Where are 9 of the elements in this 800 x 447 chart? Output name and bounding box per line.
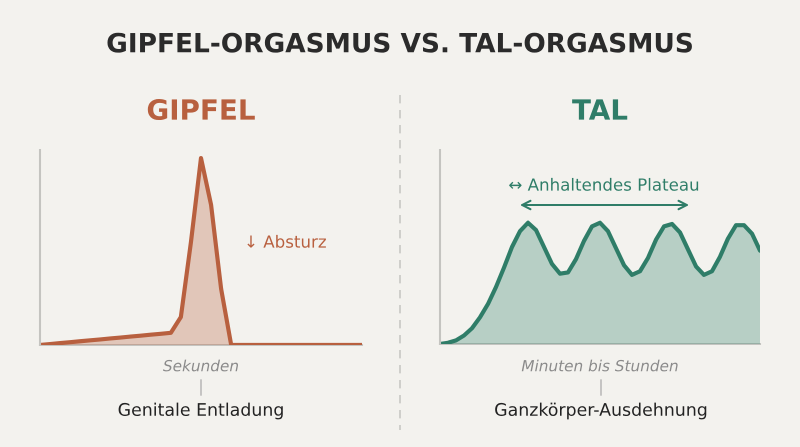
annotation: ↓ Absturz [247, 234, 326, 248]
text: GIPFEL-ORGASMUS VS. TAL-ORGASMUS [107, 32, 692, 53]
text: Genitale Entladung [118, 402, 283, 420]
chart-title: TAL [572, 99, 628, 120]
text: ↔ Anhaltendes Plateau [509, 178, 698, 191]
chart-title: GIPFEL [148, 99, 255, 120]
text: Ganzkörper-Ausdehnung [495, 402, 706, 420]
x-axis-title: Sekunden [163, 360, 238, 372]
x-axis-title: Minuten bis Stunden [522, 360, 678, 372]
